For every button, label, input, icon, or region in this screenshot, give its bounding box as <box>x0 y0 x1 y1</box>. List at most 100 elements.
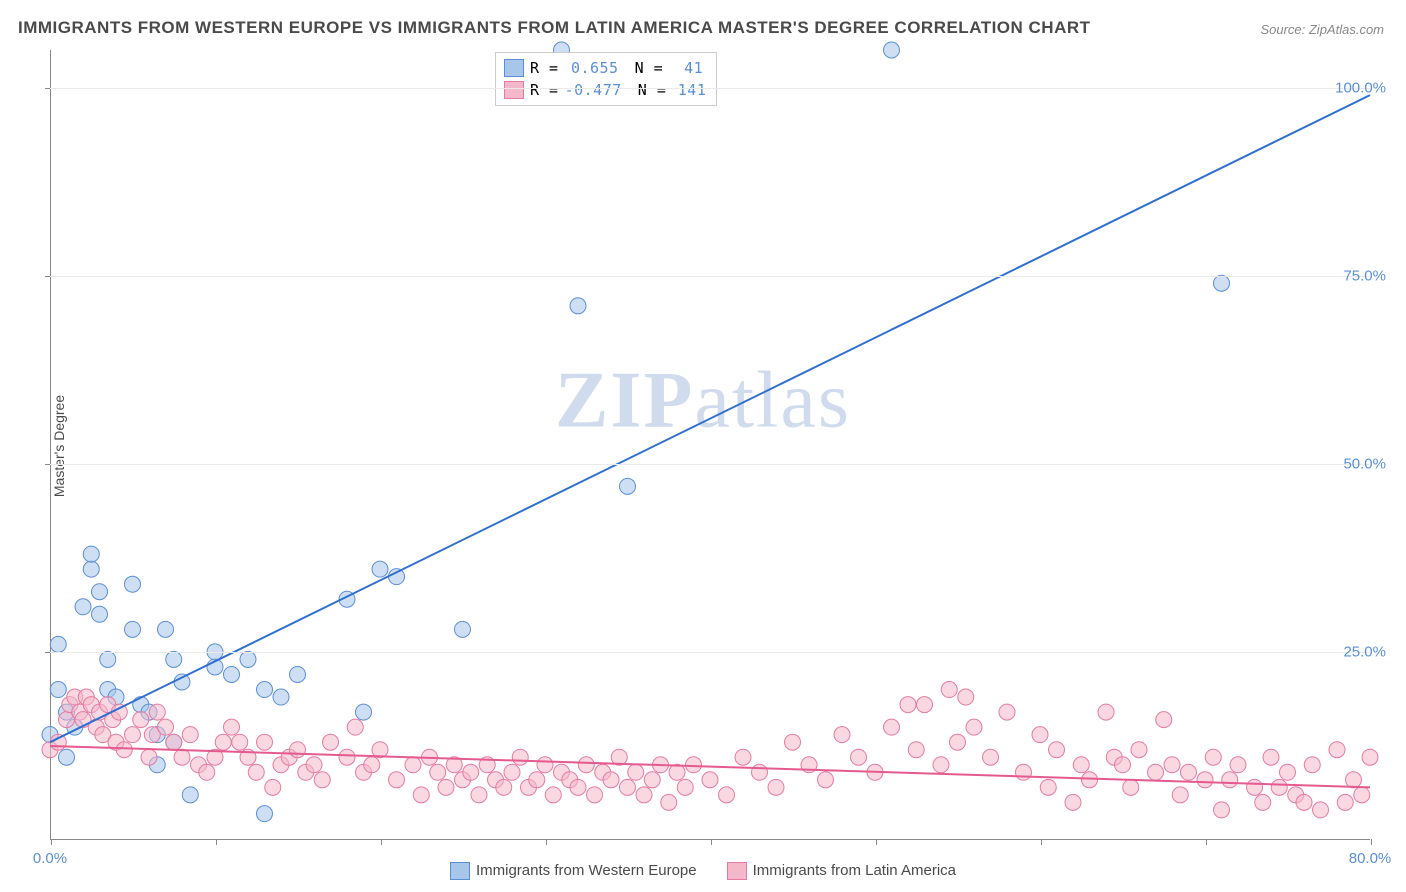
scatter-point-latin-america <box>1280 764 1296 780</box>
scatter-point-latin-america <box>1148 764 1164 780</box>
scatter-point-latin-america <box>504 764 520 780</box>
y-tick-label: 100.0% <box>1335 79 1394 96</box>
scatter-point-latin-america <box>1313 802 1329 818</box>
scatter-point-latin-america <box>1016 764 1032 780</box>
scatter-point-latin-america <box>116 742 132 758</box>
scatter-point-latin-america <box>1049 742 1065 758</box>
scatter-point-western-europe <box>83 561 99 577</box>
scatter-point-latin-america <box>438 779 454 795</box>
scatter-point-latin-america <box>983 749 999 765</box>
legend-n-label-2: N = <box>638 79 667 101</box>
scatter-point-latin-america <box>1098 704 1114 720</box>
scatter-point-western-europe <box>83 546 99 562</box>
scatter-point-latin-america <box>405 757 421 773</box>
scatter-point-latin-america <box>752 764 768 780</box>
y-tick-label: 25.0% <box>1343 643 1394 660</box>
scatter-point-latin-america <box>570 779 586 795</box>
scatter-point-latin-america <box>1181 764 1197 780</box>
scatter-point-western-europe <box>356 704 372 720</box>
scatter-point-latin-america <box>50 734 66 750</box>
scatter-point-western-europe <box>92 606 108 622</box>
scatter-point-latin-america <box>290 742 306 758</box>
legend-r-label-2: R = <box>530 79 559 101</box>
scatter-point-latin-america <box>232 734 248 750</box>
scatter-point-western-europe <box>884 42 900 58</box>
scatter-point-western-europe <box>182 787 198 803</box>
scatter-point-latin-america <box>1065 794 1081 810</box>
scatter-point-latin-america <box>1131 742 1147 758</box>
scatter-point-latin-america <box>1156 712 1172 728</box>
bottom-legend-swatch-1 <box>450 862 470 880</box>
scatter-point-western-europe <box>389 569 405 585</box>
y-tick-label: 75.0% <box>1343 267 1394 284</box>
gridline-h <box>50 88 1370 89</box>
scatter-point-latin-america <box>1040 779 1056 795</box>
scatter-point-latin-america <box>1197 772 1213 788</box>
x-tick-label: 80.0% <box>1349 850 1392 867</box>
scatter-point-latin-america <box>1247 779 1263 795</box>
scatter-point-western-europe <box>125 576 141 592</box>
scatter-point-latin-america <box>224 719 240 735</box>
scatter-point-latin-america <box>966 719 982 735</box>
scatter-point-latin-america <box>941 682 957 698</box>
scatter-point-latin-america <box>1205 749 1221 765</box>
scatter-point-latin-america <box>735 749 751 765</box>
scatter-point-latin-america <box>133 712 149 728</box>
scatter-point-western-europe <box>1214 275 1230 291</box>
scatter-point-latin-america <box>578 757 594 773</box>
scatter-point-latin-america <box>908 742 924 758</box>
scatter-point-latin-america <box>1337 794 1353 810</box>
scatter-point-western-europe <box>290 666 306 682</box>
legend-swatch-series2 <box>504 81 524 99</box>
scatter-point-latin-america <box>257 734 273 750</box>
scatter-point-western-europe <box>372 561 388 577</box>
scatter-point-latin-america <box>603 772 619 788</box>
legend-r-label-1: R = <box>530 57 559 79</box>
scatter-point-latin-america <box>620 779 636 795</box>
bottom-legend: Immigrants from Western Europe Immigrant… <box>0 862 1406 880</box>
scatter-point-latin-america <box>512 749 528 765</box>
scatter-point-latin-america <box>768 779 784 795</box>
scatter-point-western-europe <box>75 599 91 615</box>
scatter-point-latin-america <box>834 727 850 743</box>
scatter-point-latin-america <box>323 734 339 750</box>
scatter-point-latin-america <box>364 757 380 773</box>
scatter-point-latin-america <box>587 787 603 803</box>
trendline-western-europe <box>50 95 1370 742</box>
chart-title: IMMIGRANTS FROM WESTERN EUROPE VS IMMIGR… <box>18 18 1091 38</box>
scatter-point-latin-america <box>1115 757 1131 773</box>
scatter-point-latin-america <box>215 734 231 750</box>
scatter-point-latin-america <box>125 727 141 743</box>
scatter-point-latin-america <box>1296 794 1312 810</box>
scatter-point-latin-america <box>314 772 330 788</box>
scatter-point-latin-america <box>884 719 900 735</box>
legend-n-value-2: 141 <box>672 79 706 101</box>
scatter-point-latin-america <box>141 749 157 765</box>
scatter-point-western-europe <box>257 806 273 822</box>
scatter-point-latin-america <box>1073 757 1089 773</box>
scatter-point-latin-america <box>958 689 974 705</box>
scatter-point-latin-america <box>389 772 405 788</box>
scatter-point-latin-america <box>1255 794 1271 810</box>
x-tick-mark <box>1371 839 1372 845</box>
correlation-legend: R = 0.655 N = 41 R = -0.477 N = 141 <box>495 52 717 106</box>
scatter-point-latin-america <box>686 757 702 773</box>
scatter-point-latin-america <box>149 704 165 720</box>
scatter-point-western-europe <box>273 689 289 705</box>
scatter-point-latin-america <box>463 764 479 780</box>
source-credit: Source: ZipAtlas.com <box>1260 22 1384 37</box>
gridline-h <box>50 276 1370 277</box>
x-tick-label: 0.0% <box>33 850 67 867</box>
legend-r-value-1: 0.655 <box>565 57 619 79</box>
legend-row-series1: R = 0.655 N = 41 <box>504 57 706 79</box>
y-tick-label: 50.0% <box>1343 455 1394 472</box>
gridline-h <box>50 652 1370 653</box>
scatter-point-latin-america <box>661 794 677 810</box>
legend-n-value-1: 41 <box>669 57 703 79</box>
scatter-point-latin-america <box>950 734 966 750</box>
scatter-point-western-europe <box>59 749 75 765</box>
legend-row-series2: R = -0.477 N = 141 <box>504 79 706 101</box>
scatter-point-latin-america <box>430 764 446 780</box>
scatter-point-latin-america <box>471 787 487 803</box>
scatter-point-latin-america <box>851 749 867 765</box>
